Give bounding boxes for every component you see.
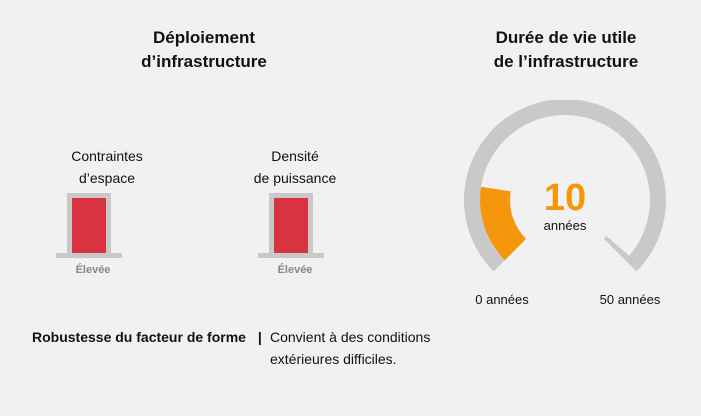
indicator-fill: [72, 198, 106, 253]
indicator-fill: [274, 198, 308, 253]
indicator-base: [258, 253, 324, 258]
lifespan-unit: années: [543, 218, 587, 233]
ruggedness-separator: |: [257, 329, 262, 345]
ruggedness-description-line2: extérieures difficiles.: [270, 351, 397, 367]
lifespan-value: 10: [543, 177, 587, 219]
deployment-title: Déploiement d’infrastructure: [104, 26, 304, 74]
space-constraints-label: Contraintes d’espace: [32, 145, 182, 189]
deployment-title-line1: Déploiement: [152, 28, 256, 47]
gauge-min-label: 0 années: [475, 292, 529, 307]
power-density-level: Élevée: [277, 264, 313, 276]
indicator-base: [56, 253, 122, 258]
gauge-track-inner: [480, 115, 650, 256]
gauge-fill: [480, 186, 527, 261]
space-constraints-label-line1: Contraintes: [71, 148, 143, 164]
lifespan-gauge: [464, 100, 666, 272]
ruggedness-label-text: Robustesse du facteur de forme: [32, 329, 246, 345]
power-density-label-line1: Densité: [271, 148, 319, 164]
lifespan-title: Durée de vie utile de l’infrastructure: [456, 26, 676, 74]
power-density-label-line2: de puissance: [253, 170, 337, 186]
space-constraints-label-line2: d’espace: [78, 170, 136, 186]
gauge-max-label: 50 années: [599, 292, 661, 307]
ruggedness-description: Convient à des conditions extérieures di…: [270, 326, 430, 370]
space-constraints-level: Élevée: [75, 264, 111, 276]
lifespan-title-line2: de l’infrastructure: [493, 52, 639, 71]
ruggedness-label: Robustesse du facteur de forme |: [32, 329, 262, 345]
lifespan-title-line1: Durée de vie utile: [495, 28, 637, 47]
deployment-title-line2: d’infrastructure: [141, 52, 267, 71]
ruggedness-description-line1: Convient à des conditions: [270, 329, 431, 345]
power-density-label: Densité de puissance: [220, 145, 370, 189]
